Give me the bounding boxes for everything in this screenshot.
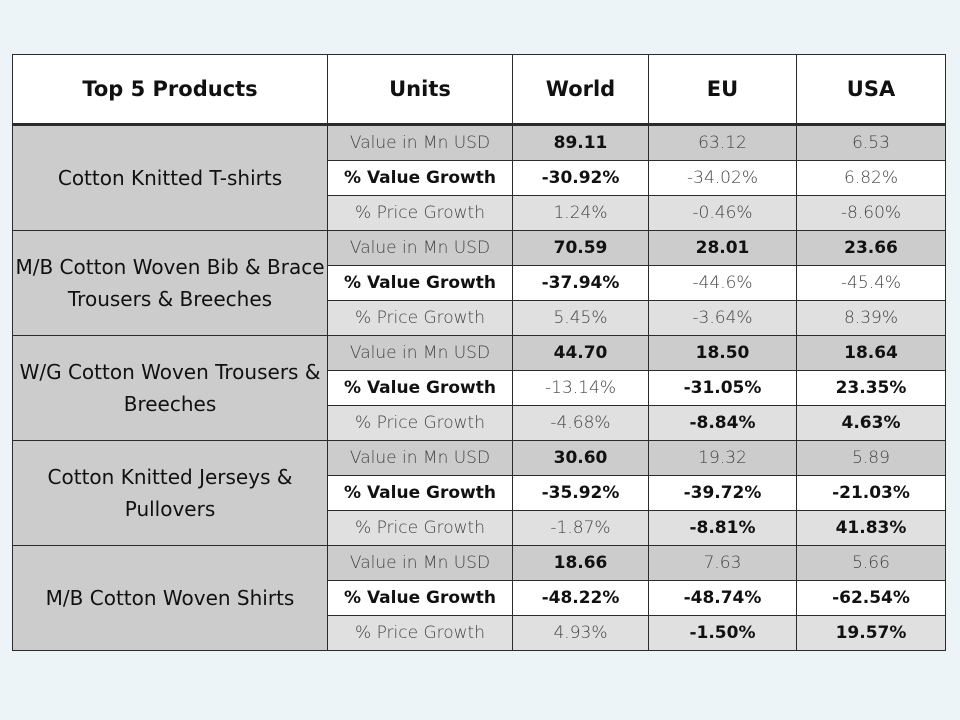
table-row: % Value Growth -37.94% -44.6% -45.4% — [13, 265, 946, 301]
metric-label: % Price Growth — [327, 405, 513, 441]
header-world: World — [512, 54, 649, 126]
cell-eu: -34.02% — [648, 160, 797, 196]
cell-eu: -3.64% — [648, 300, 797, 336]
metric-label: % Value Growth — [327, 580, 513, 616]
table-row: Cotton Knitted Jerseys & Pullovers Value … — [12, 440, 946, 546]
cell-usa: -62.54% — [796, 580, 946, 616]
header-row: Top 5 Products Units World EU USA — [12, 54, 946, 126]
table-row: M/B Cotton Woven Shirts Value in Mn USD 18… — [12, 545, 946, 651]
cell-world: 1.24% — [512, 195, 649, 231]
cell-world: -37.94% — [512, 265, 649, 301]
cell-usa: -8.60% — [796, 195, 946, 231]
cell-usa: 23.35% — [796, 370, 946, 406]
cell-eu: 7.63 — [648, 545, 797, 581]
metric-label: % Price Growth — [327, 300, 513, 336]
cell-world: 18.66 — [512, 545, 649, 581]
cell-world: -35.92% — [512, 475, 649, 511]
metric-label: Value in Mn USD — [327, 335, 513, 371]
cell-eu: -39.72% — [648, 475, 797, 511]
cell-usa: 6.53 — [796, 124, 946, 161]
table-row: % Value Growth -48.22% -48.74% -62.54% — [13, 580, 946, 616]
cell-eu: 63.12 — [648, 124, 797, 161]
header-usa: USA — [796, 54, 946, 126]
table-row: % Value Growth -13.14% -31.05% 23.35% — [13, 370, 946, 406]
table-row: Cotton Knitted T-shirts Value in Mn USD 89… — [12, 124, 946, 231]
product-name: M/B Cotton Woven Bib & Brace Trousers & … — [12, 230, 328, 336]
cell-world: -13.14% — [512, 370, 649, 406]
table-row: % Price Growth 1.24% -0.46% -8.60% — [13, 195, 946, 231]
cell-eu: 18.50 — [648, 335, 797, 371]
cell-usa: -21.03% — [796, 475, 946, 511]
table-row: % Value Growth -30.92% -34.02% 6.82% — [13, 160, 946, 196]
cell-usa: 23.66 — [796, 230, 946, 266]
cell-eu: -48.74% — [648, 580, 797, 616]
cell-eu: 28.01 — [648, 230, 797, 266]
metric-label: % Price Growth — [327, 615, 513, 651]
table-row: % Value Growth -35.92% -39.72% -21.03% — [13, 475, 946, 511]
product-name: M/B Cotton Woven Shirts — [12, 545, 328, 651]
metric-label: % Value Growth — [327, 160, 513, 196]
cell-world: 89.11 — [512, 124, 649, 161]
header-eu: EU — [648, 54, 797, 126]
table-row: % Price Growth 5.45% -3.64% 8.39% — [13, 300, 946, 336]
cell-eu: -31.05% — [648, 370, 797, 406]
product-name: W/G Cotton Woven Trousers & Breeches — [12, 335, 328, 441]
metric-label: Value in Mn USD — [327, 124, 513, 161]
cell-world: 44.70 — [512, 335, 649, 371]
metric-label: % Price Growth — [327, 510, 513, 546]
metric-label: Value in Mn USD — [327, 545, 513, 581]
cell-eu: -8.84% — [648, 405, 797, 441]
cell-usa: 5.89 — [796, 440, 946, 476]
cell-world: -48.22% — [512, 580, 649, 616]
table-row: % Price Growth -4.68% -8.84% 4.63% — [13, 405, 946, 441]
cell-world: 30.60 — [512, 440, 649, 476]
cell-eu: -8.81% — [648, 510, 797, 546]
metric-label: % Value Growth — [327, 265, 513, 301]
cell-eu: -44.6% — [648, 265, 797, 301]
table-row: % Price Growth -1.87% -8.81% 41.83% — [13, 510, 946, 546]
cell-usa: 18.64 — [796, 335, 946, 371]
cell-usa: 4.63% — [796, 405, 946, 441]
cell-usa: -45.4% — [796, 265, 946, 301]
cell-usa: 41.83% — [796, 510, 946, 546]
cell-usa: 8.39% — [796, 300, 946, 336]
cell-world: -30.92% — [512, 160, 649, 196]
products-table: Top 5 Products Units World EU USA Cotton… — [12, 54, 946, 651]
metric-label: % Value Growth — [327, 475, 513, 511]
cell-eu: -0.46% — [648, 195, 797, 231]
table-body: Cotton Knitted T-shirts Value in Mn USD 89… — [12, 124, 946, 651]
cell-usa: 19.57% — [796, 615, 946, 651]
table-row: M/B Cotton Woven Bib & Brace Trousers & … — [12, 230, 946, 336]
header-units: Units — [327, 54, 513, 126]
table-row: W/G Cotton Woven Trousers & Breeches Valu… — [12, 335, 946, 441]
cell-world: 4.93% — [512, 615, 649, 651]
product-name: Cotton Knitted Jerseys & Pullovers — [12, 440, 328, 546]
cell-usa: 6.82% — [796, 160, 946, 196]
cell-world: -4.68% — [512, 405, 649, 441]
table-row: % Price Growth 4.93% -1.50% 19.57% — [13, 615, 946, 651]
metric-label: Value in Mn USD — [327, 230, 513, 266]
cell-world: 70.59 — [512, 230, 649, 266]
cell-world: 5.45% — [512, 300, 649, 336]
product-name: Cotton Knitted T-shirts — [12, 124, 328, 231]
metric-label: Value in Mn USD — [327, 440, 513, 476]
header-products: Top 5 Products — [12, 54, 328, 126]
metric-label: % Value Growth — [327, 370, 513, 406]
cell-eu: -1.50% — [648, 615, 797, 651]
metric-label: % Price Growth — [327, 195, 513, 231]
cell-usa: 5.66 — [796, 545, 946, 581]
cell-world: -1.87% — [512, 510, 649, 546]
cell-eu: 19.32 — [648, 440, 797, 476]
